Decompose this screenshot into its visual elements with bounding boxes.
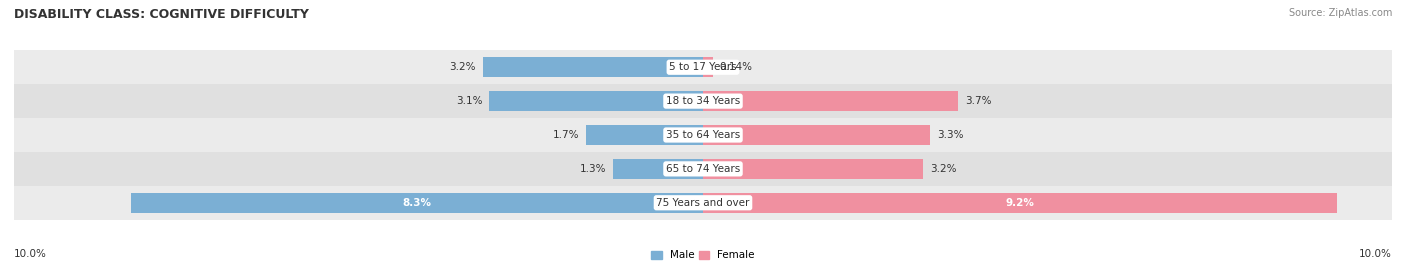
Legend: Male, Female: Male, Female bbox=[647, 246, 759, 265]
Text: 10.0%: 10.0% bbox=[1360, 249, 1392, 259]
Bar bbox=[703, 193, 1337, 213]
Bar bbox=[586, 125, 703, 145]
Text: 3.2%: 3.2% bbox=[931, 164, 957, 174]
Text: DISABILITY CLASS: COGNITIVE DIFFICULTY: DISABILITY CLASS: COGNITIVE DIFFICULTY bbox=[14, 8, 309, 21]
Text: 8.3%: 8.3% bbox=[402, 198, 432, 208]
Text: 3.1%: 3.1% bbox=[456, 96, 482, 106]
Bar bbox=[482, 57, 703, 77]
Text: 10.0%: 10.0% bbox=[14, 249, 46, 259]
Bar bbox=[703, 57, 713, 77]
Text: 3.2%: 3.2% bbox=[449, 62, 475, 72]
Text: 1.3%: 1.3% bbox=[581, 164, 606, 174]
Bar bbox=[14, 118, 1392, 152]
Bar bbox=[14, 84, 1392, 118]
Bar bbox=[703, 91, 957, 111]
Text: Source: ZipAtlas.com: Source: ZipAtlas.com bbox=[1288, 8, 1392, 18]
Text: 0.14%: 0.14% bbox=[720, 62, 752, 72]
Bar bbox=[14, 186, 1392, 220]
Text: 18 to 34 Years: 18 to 34 Years bbox=[666, 96, 740, 106]
Text: 65 to 74 Years: 65 to 74 Years bbox=[666, 164, 740, 174]
Bar bbox=[703, 159, 924, 179]
Text: 9.2%: 9.2% bbox=[1005, 198, 1035, 208]
Text: 3.3%: 3.3% bbox=[938, 130, 963, 140]
Bar bbox=[14, 50, 1392, 84]
Bar bbox=[613, 159, 703, 179]
Text: 35 to 64 Years: 35 to 64 Years bbox=[666, 130, 740, 140]
Bar bbox=[131, 193, 703, 213]
Bar bbox=[489, 91, 703, 111]
Text: 1.7%: 1.7% bbox=[553, 130, 579, 140]
Bar bbox=[703, 125, 931, 145]
Text: 75 Years and over: 75 Years and over bbox=[657, 198, 749, 208]
Bar bbox=[14, 152, 1392, 186]
Text: 3.7%: 3.7% bbox=[965, 96, 991, 106]
Text: 5 to 17 Years: 5 to 17 Years bbox=[669, 62, 737, 72]
